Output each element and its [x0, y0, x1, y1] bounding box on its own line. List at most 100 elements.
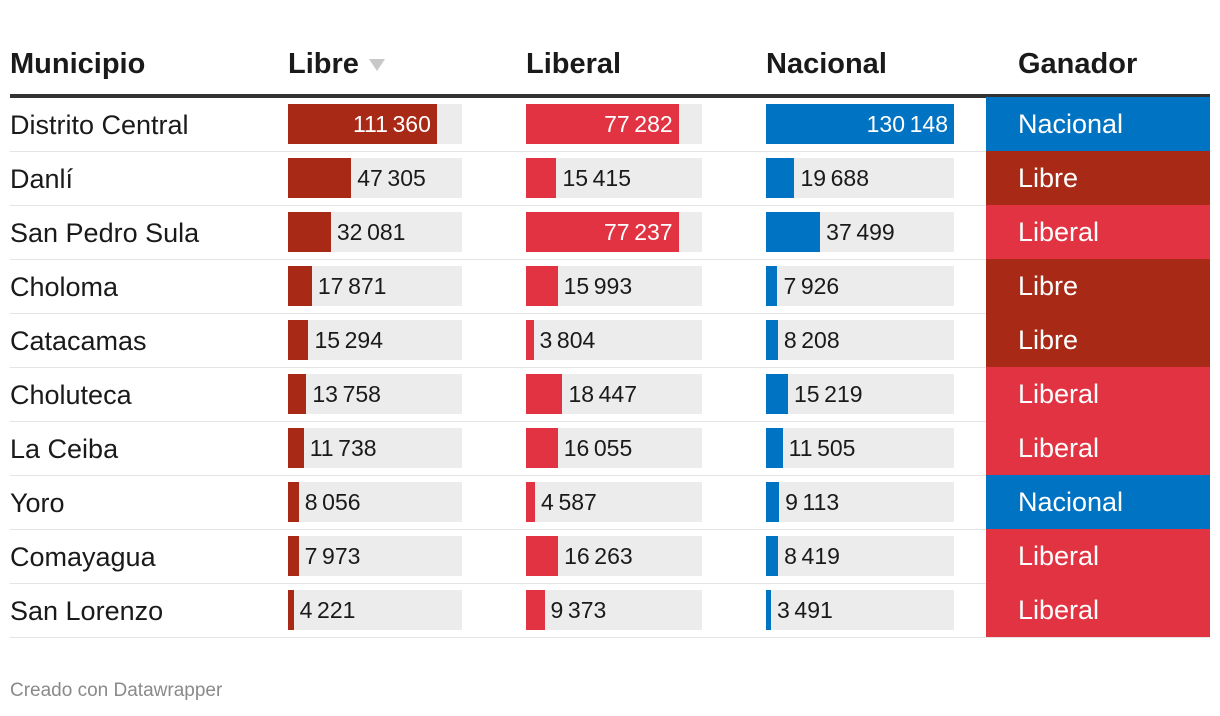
- liberal-bar: [526, 158, 557, 198]
- table-row: Catacamas 15 294 3 804 8 208 Libre: [10, 313, 1210, 368]
- nacional-bar: [766, 320, 778, 360]
- liberal-cell: 4 587: [526, 482, 702, 522]
- libre-cell: 13 758: [288, 374, 462, 414]
- ganador-cell: Liberal: [986, 367, 1210, 421]
- libre-value: 17 871: [317, 273, 387, 299]
- liberal-value: 18 447: [568, 381, 637, 407]
- libre-cell: 17 871: [288, 266, 462, 306]
- libre-value: 8 056: [304, 489, 361, 515]
- liberal-value: 77 282: [604, 111, 673, 137]
- nacional-cell: 19 688: [766, 158, 954, 198]
- table-row: Danlí 47 305 15 415 19 688 Libre: [10, 151, 1210, 206]
- municipio-cell: Danlí: [10, 164, 74, 194]
- nacional-bar: [766, 212, 821, 252]
- liberal-value: 16 055: [563, 435, 633, 461]
- table-row: Choloma 17 871 15 993 7 926 Libre: [10, 259, 1210, 314]
- libre-bar: [288, 104, 437, 144]
- nacional-value: 8 208: [783, 327, 840, 353]
- libre-bar: [288, 536, 299, 576]
- libre-cell: 11 738: [288, 428, 462, 468]
- liberal-bar: [526, 104, 679, 144]
- table-row: Distrito Central 111 360 77 282 130 148 Naci…: [10, 97, 1210, 152]
- liberal-bar: [526, 536, 559, 576]
- libre-cell: 4 221: [288, 590, 462, 630]
- liberal-cell: 15 415: [526, 158, 702, 198]
- municipio-cell: San Lorenzo: [10, 596, 164, 626]
- municipio-cell: Choloma: [10, 272, 119, 302]
- libre-value: 11 738: [309, 435, 377, 461]
- nacional-cell: 11 505: [766, 428, 954, 468]
- ganador-cell: Liberal: [986, 583, 1210, 637]
- libre-bar: [288, 158, 352, 198]
- municipio-cell: Choluteca: [10, 380, 132, 410]
- nacional-value: 37 499: [826, 219, 895, 245]
- sort-descending-icon: [368, 59, 385, 71]
- liberal-cell: 16 263: [526, 536, 702, 576]
- libre-value: 7 973: [304, 543, 361, 569]
- liberal-cell: 3 804: [526, 320, 702, 360]
- libre-value: 32 081: [336, 219, 406, 245]
- liberal-value: 16 263: [564, 543, 633, 569]
- table-row: Yoro 8 056 4 587 9 113 Nacional: [10, 475, 1210, 530]
- nacional-bar: [766, 266, 778, 306]
- liberal-value: 9 373: [550, 597, 607, 623]
- ganador-cell: Nacional: [986, 475, 1210, 529]
- ganador-cell: Nacional: [986, 97, 1210, 151]
- column-header-nacional[interactable]: Nacional: [766, 48, 887, 80]
- liberal-cell: 18 447: [526, 374, 702, 414]
- liberal-bar: [526, 482, 536, 522]
- liberal-bar: [526, 320, 534, 360]
- libre-cell: 47 305: [288, 158, 462, 198]
- libre-bar: [288, 428, 304, 468]
- nacional-cell: 8 208: [766, 320, 954, 360]
- ganador-cell: Liberal: [986, 529, 1210, 583]
- libre-value: 47 305: [357, 165, 426, 191]
- nacional-bar: [766, 374, 788, 414]
- municipio-cell: Yoro: [10, 488, 65, 518]
- column-header-ganador[interactable]: Ganador: [1018, 48, 1138, 80]
- nacional-bar: [766, 104, 954, 144]
- column-header-liberal[interactable]: Liberal: [526, 48, 622, 80]
- libre-bar: [288, 212, 331, 252]
- liberal-bar: [526, 374, 563, 414]
- ganador-cell: Liberal: [986, 205, 1210, 259]
- table-body: Distrito Central 111 360 77 282 130 148 Naci…: [10, 97, 1210, 638]
- liberal-value: 3 804: [539, 327, 596, 353]
- nacional-bar: [766, 482, 780, 522]
- table-row: Comayagua 7 973 16 263 8 419 Liberal: [10, 529, 1210, 584]
- libre-value: 4 221: [299, 597, 356, 623]
- libre-value: 15 294: [314, 327, 383, 353]
- nacional-value: 130 148: [866, 111, 948, 137]
- nacional-cell: 7 926: [766, 266, 954, 306]
- nacional-cell: 9 113: [766, 482, 954, 522]
- libre-value: 13 758: [312, 381, 381, 407]
- table-row: La Ceiba 11 738 16 055 11 505 Liberal: [10, 421, 1210, 476]
- liberal-value: 77 237: [604, 219, 673, 245]
- nacional-value: 3 491: [777, 597, 833, 623]
- liberal-cell: 16 055: [526, 428, 702, 468]
- libre-value: 111 360: [352, 111, 431, 137]
- nacional-value: 15 219: [793, 381, 863, 407]
- nacional-value: 8 419: [784, 543, 840, 569]
- liberal-bar: [526, 266, 558, 306]
- table-row: San Pedro Sula 32 081 77 237 37 499 Liberal: [10, 205, 1210, 260]
- column-header-municipio[interactable]: Municipio: [10, 48, 146, 80]
- libre-cell: 111 360: [288, 104, 462, 144]
- liberal-cell: 77 282: [526, 104, 702, 144]
- libre-cell: 32 081: [288, 212, 462, 252]
- results-table: Municipio Libre Liberal Nacional Ganador…: [10, 40, 1210, 638]
- liberal-bar: [526, 212, 679, 252]
- nacional-bar: [766, 428, 783, 468]
- libre-bar: [288, 482, 299, 522]
- nacional-cell: 15 219: [766, 374, 954, 414]
- liberal-bar: [526, 590, 545, 630]
- liberal-cell: 9 373: [526, 590, 702, 630]
- ganador-cell: Libre: [986, 313, 1210, 367]
- liberal-value: 15 993: [563, 273, 633, 299]
- nacional-cell: 130 148: [766, 104, 954, 144]
- table-row: Choluteca 13 758 18 447 15 219 Liberal: [10, 367, 1210, 422]
- nacional-value: 9 113: [785, 489, 840, 515]
- libre-bar: [288, 590, 294, 630]
- column-header-libre[interactable]: Libre: [288, 47, 385, 81]
- table-row: San Lorenzo 4 221 9 373 3 491 Liberal: [10, 583, 1210, 638]
